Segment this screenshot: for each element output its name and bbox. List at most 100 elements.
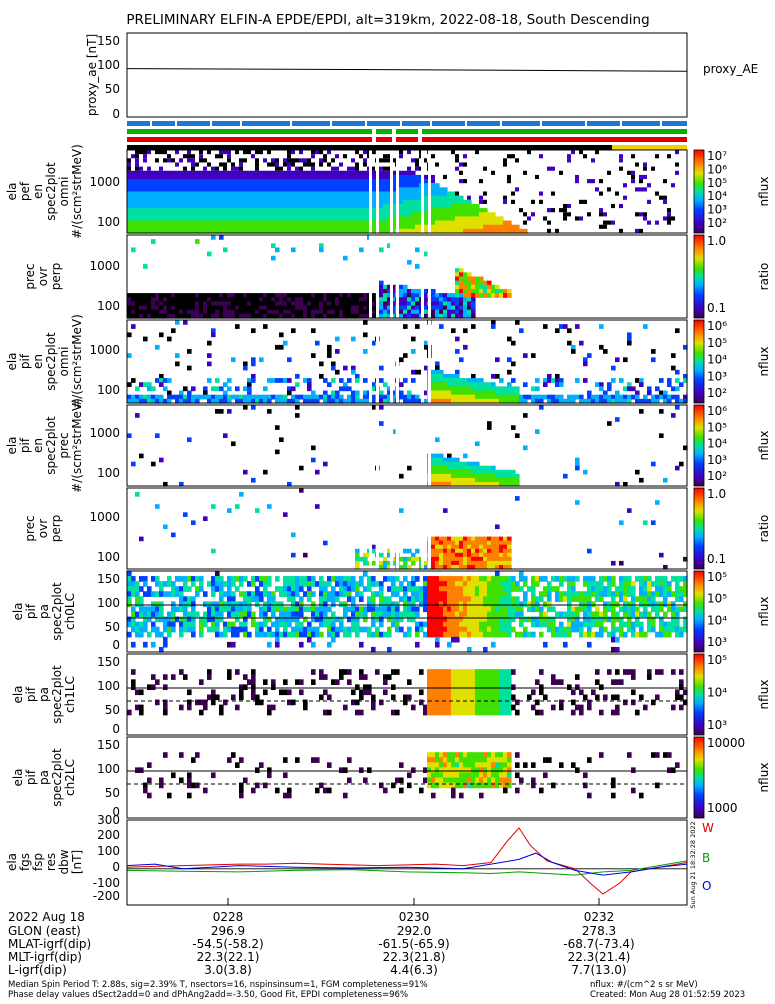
spectrogram-cell	[167, 154, 171, 158]
spectrogram-cell	[571, 586, 576, 592]
spectrogram-cell	[495, 541, 500, 546]
spectrogram-cell	[139, 192, 144, 197]
spectrogram-cell	[487, 478, 492, 483]
spectrogram-cell	[447, 627, 452, 633]
spectrogram-cell	[431, 454, 436, 459]
spectrogram-cell	[207, 353, 212, 358]
spectrogram-cell	[167, 337, 172, 342]
spectrogram-cell	[335, 171, 340, 176]
spectrogram-cell	[443, 553, 448, 558]
spectrogram-cell	[435, 293, 440, 298]
spectrogram-cell	[607, 586, 612, 592]
spectrogram-cell	[411, 337, 416, 342]
spectrogram-cell	[319, 196, 324, 201]
spectrogram-cell	[135, 705, 140, 711]
spectrogram-cell	[347, 175, 352, 180]
spectrogram-cell	[447, 212, 452, 217]
spectrogram-cell	[191, 301, 196, 306]
spectrogram-cell	[375, 669, 380, 675]
spectrogram-cell	[175, 212, 180, 217]
spectrogram-cell	[267, 192, 272, 197]
spectrogram-cell	[523, 617, 528, 623]
spectrogram-cell	[463, 561, 468, 566]
spectrogram-cell	[467, 705, 472, 711]
spectrogram-cell	[479, 684, 484, 690]
spectrogram-cell	[311, 391, 316, 396]
spectrogram-cell	[135, 196, 140, 201]
spectrogram-cell	[311, 192, 316, 197]
spectrogram-cell	[263, 470, 268, 475]
spectrogram-cell	[307, 310, 312, 315]
spectrogram-cell	[207, 606, 212, 612]
spectrogram-cell	[415, 586, 420, 592]
spectrogram-cell	[219, 192, 224, 197]
spectrogram-cell	[195, 208, 200, 213]
spectrogram-cell	[619, 581, 624, 587]
data-gap	[396, 235, 399, 318]
spectrogram-cell	[271, 187, 276, 192]
spectrogram-cell	[675, 386, 680, 391]
spectrogram-cell	[151, 216, 156, 221]
spectrogram-cell	[359, 310, 364, 315]
spectrogram-cell	[387, 586, 392, 592]
spectrogram-cell	[283, 606, 288, 612]
spectrogram-cell	[199, 576, 204, 582]
spectrogram-cell	[143, 208, 148, 213]
spectrogram-cell	[263, 200, 268, 205]
spectrogram-cell	[259, 150, 263, 154]
spectrogram-cell	[423, 601, 428, 607]
spectrogram-cell	[615, 395, 620, 400]
spectrogram-cell	[251, 405, 256, 410]
spectrogram-cell	[491, 549, 496, 554]
spectrogram-cell	[427, 674, 432, 680]
spectrogram-cell	[299, 642, 304, 648]
spectrogram-cell	[431, 192, 436, 197]
spectrogram-cell	[295, 382, 300, 387]
spectrogram-cell	[435, 537, 440, 542]
spectrogram-cell	[455, 601, 460, 607]
spectrogram-cell	[311, 581, 316, 587]
spectrogram-cell	[215, 606, 220, 612]
spectrogram-cell	[383, 225, 388, 230]
spectrogram-cell	[635, 576, 640, 582]
spectrogram-cell	[455, 301, 460, 306]
spectrogram-cell	[531, 586, 536, 592]
spectrogram-cell	[443, 175, 447, 179]
spectrogram-cell	[131, 324, 136, 329]
spectrogram-cell	[567, 627, 572, 633]
spectrogram-cell	[471, 289, 476, 294]
spectrogram-cell	[427, 710, 432, 716]
spectrogram-cell	[575, 617, 580, 623]
spectrogram-cell	[431, 306, 436, 311]
spectrogram-cell	[355, 395, 360, 400]
spectrogram-cell	[371, 622, 376, 628]
spectrogram-cell	[159, 581, 164, 587]
spectrogram-cell	[463, 627, 468, 633]
spectrogram-cell	[319, 617, 324, 623]
spectrogram-cell	[339, 187, 344, 192]
spectrogram-cell	[167, 622, 172, 628]
spectrogram-cell	[531, 353, 536, 358]
spectrogram-cell	[671, 386, 676, 391]
spectrogram-cell	[215, 617, 220, 623]
spectrogram-cell	[395, 627, 400, 633]
spectrogram-cell	[671, 413, 676, 418]
spectrogram-cell	[211, 297, 216, 302]
spectrogram-cell	[135, 187, 140, 192]
spectrogram-cell	[371, 695, 376, 701]
spectrogram-cell	[127, 382, 132, 387]
spectrogram-cell	[463, 200, 468, 205]
spectrogram-cell	[619, 617, 624, 623]
spectrogram-cell	[147, 167, 151, 171]
spectrogram-cell	[447, 378, 452, 383]
spectrogram-cell	[499, 289, 504, 294]
spectrogram-cell	[271, 196, 276, 201]
spectrogram-cell	[183, 167, 187, 171]
spectrogram-cell	[303, 297, 308, 302]
spectrogram-cell	[351, 183, 356, 188]
spectrogram-cell	[523, 221, 527, 225]
spectrogram-cell	[567, 212, 571, 216]
spectrogram-cell	[471, 391, 476, 396]
spectrogram-cell	[283, 581, 288, 587]
spectrogram-cell	[451, 617, 456, 623]
